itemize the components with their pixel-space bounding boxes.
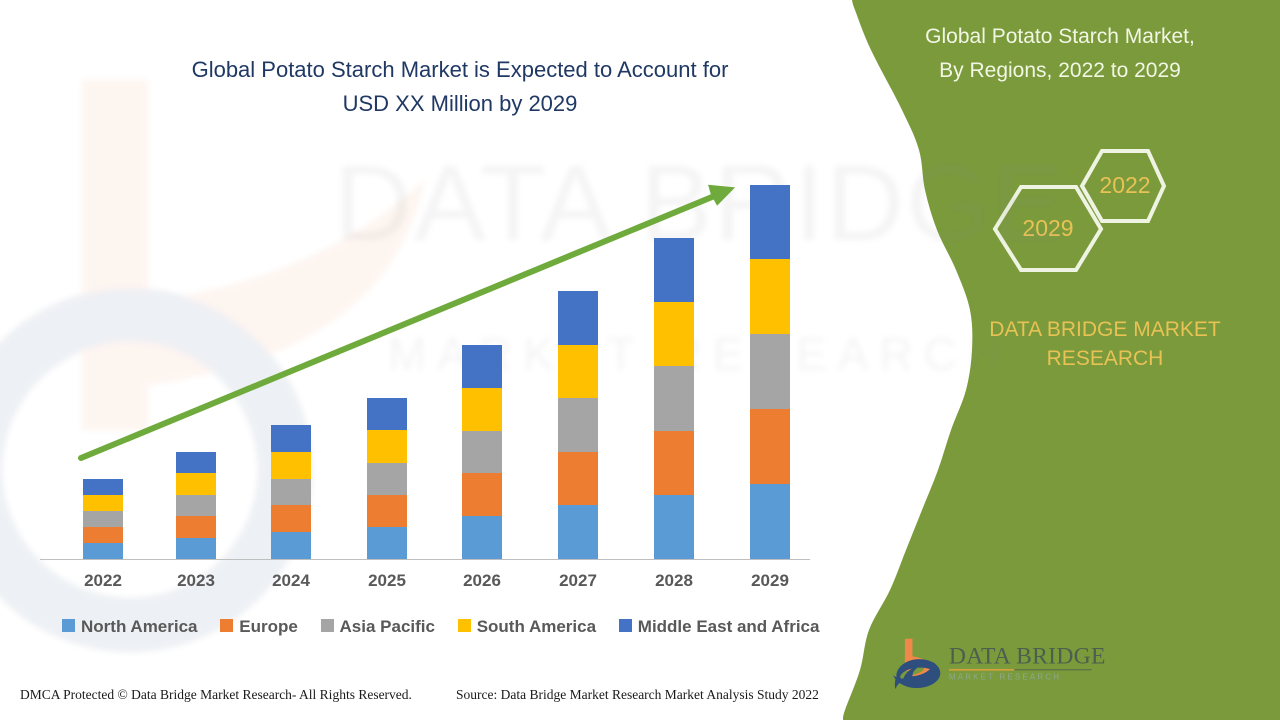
svg-text:DATA BRIDGE: DATA BRIDGE: [949, 643, 1106, 669]
svg-text:MARKET RESEARCH: MARKET RESEARCH: [949, 672, 1061, 681]
